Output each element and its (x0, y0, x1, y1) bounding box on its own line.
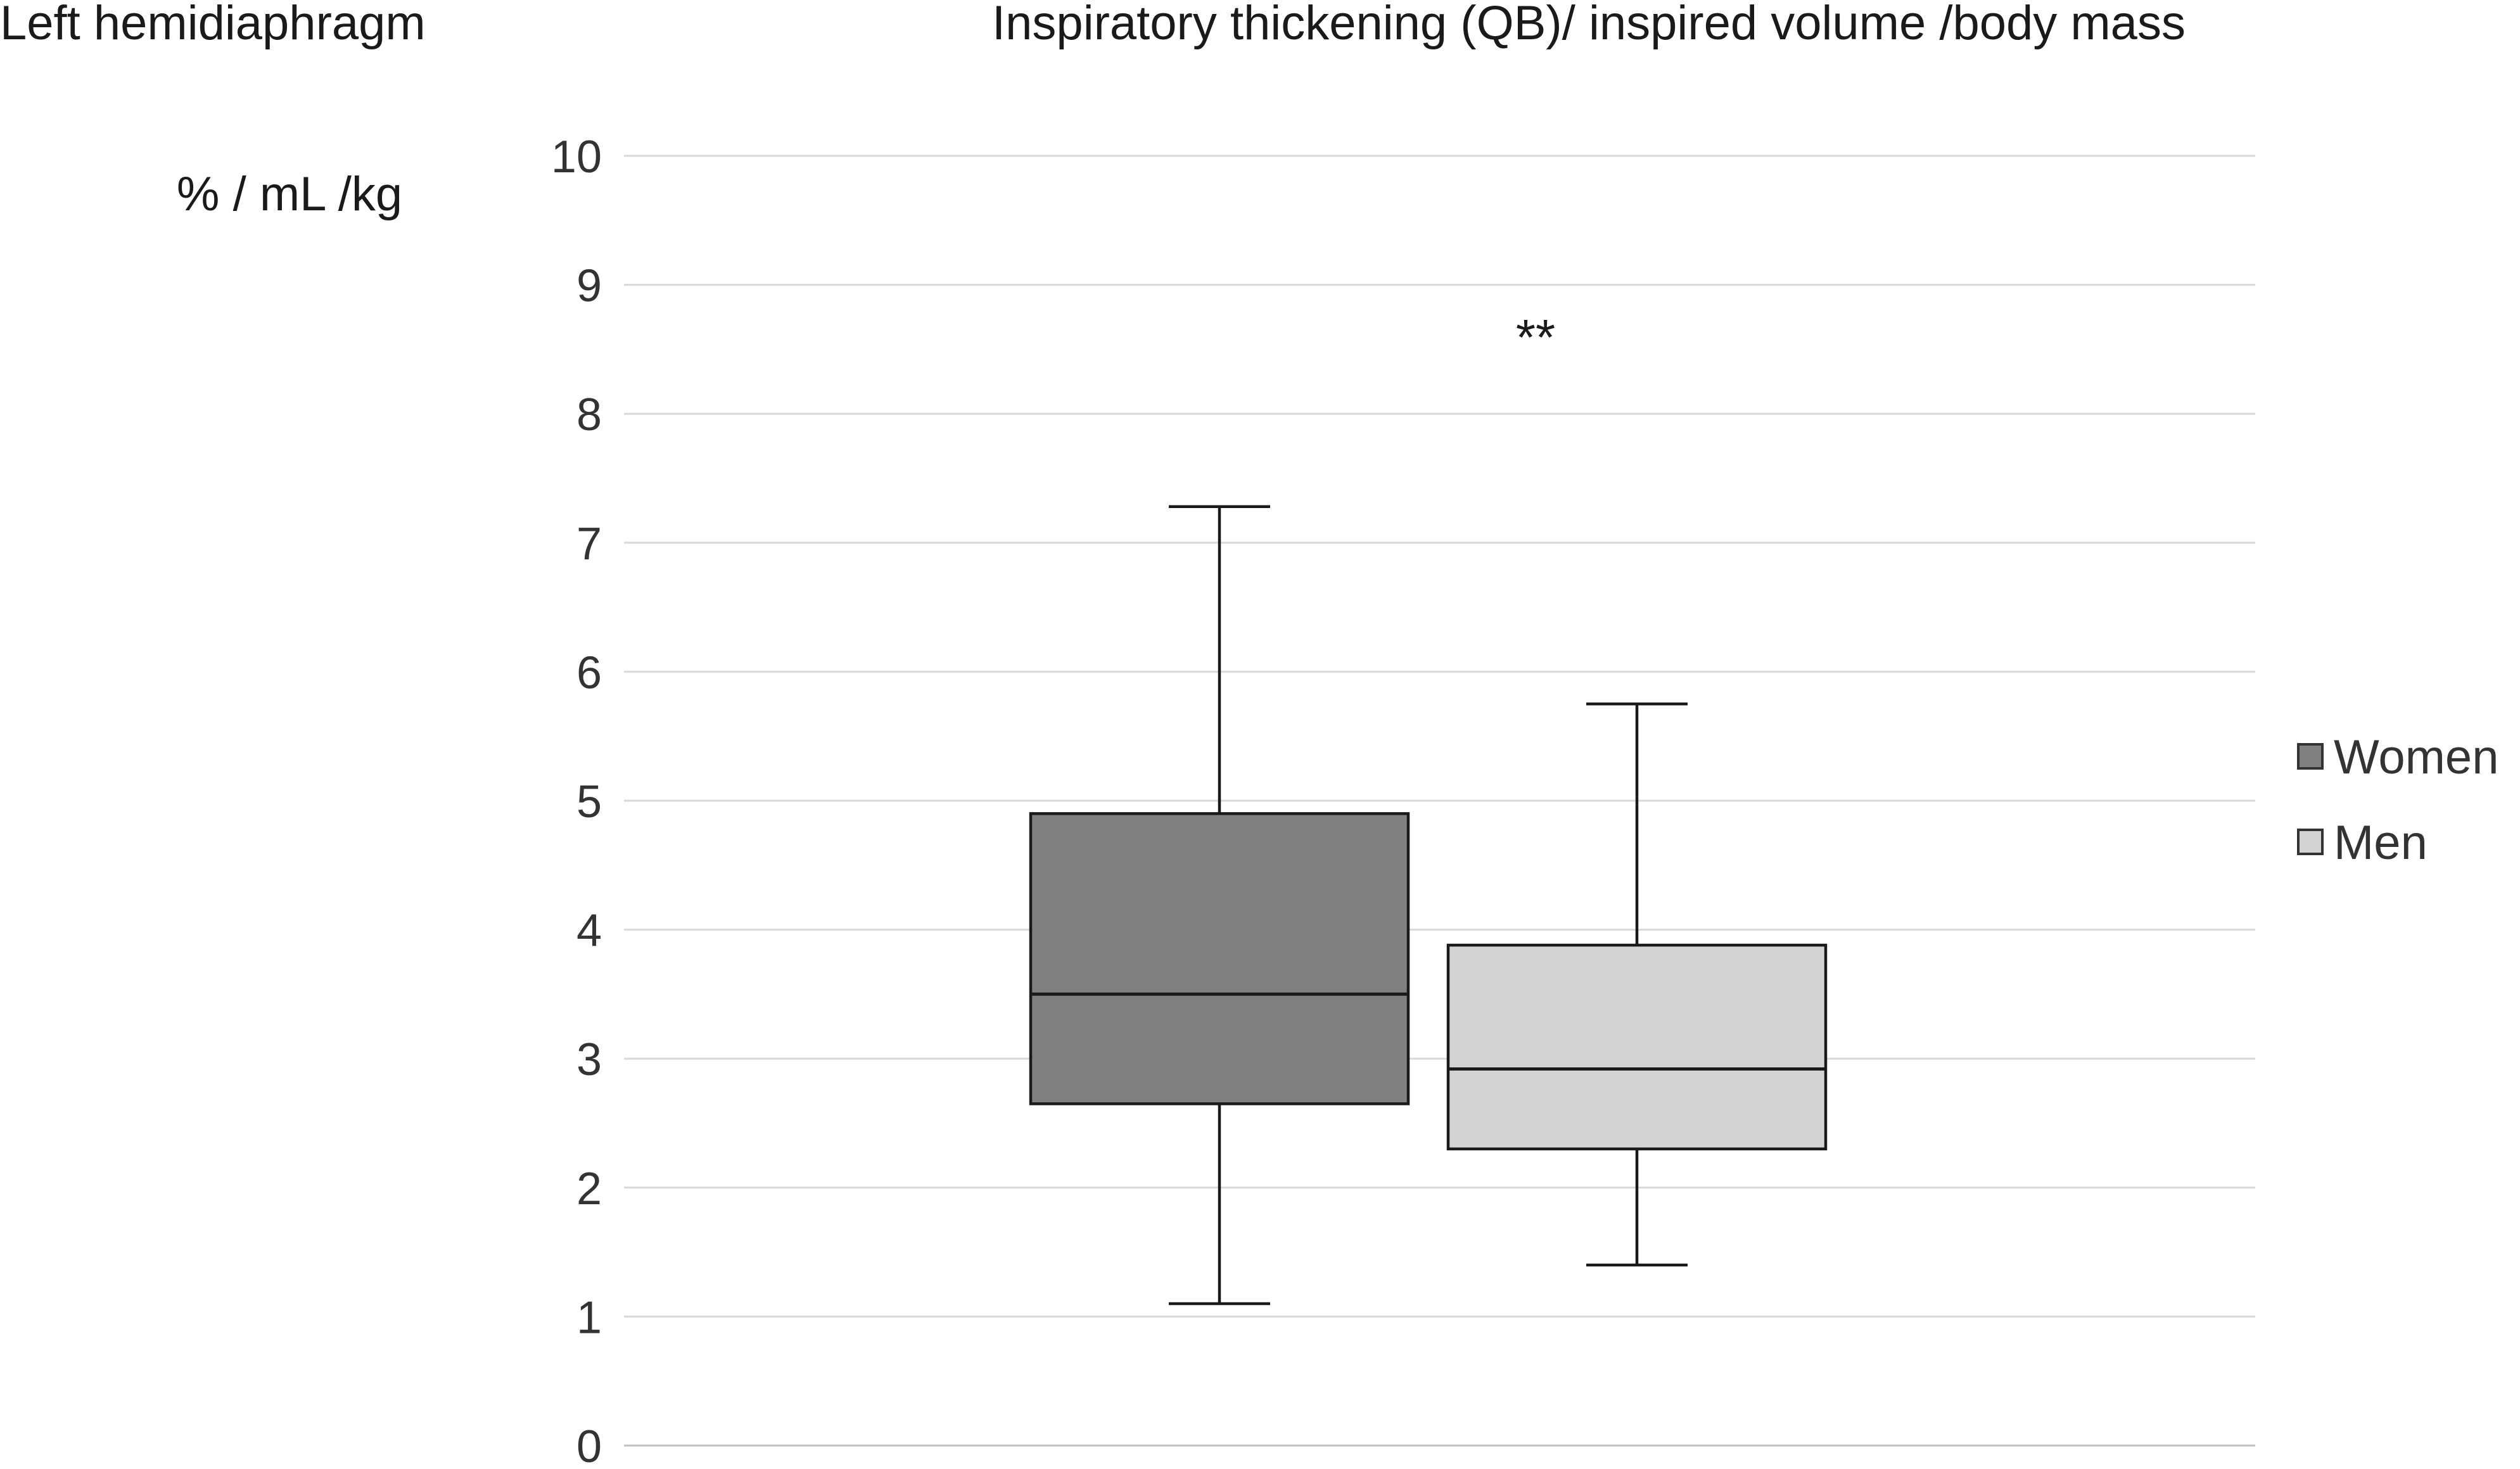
y-tick-label-8: 8 (576, 390, 602, 440)
legend-label-men: Men (2334, 816, 2428, 870)
y-tick-labels: 0 1 2 3 4 5 6 7 8 9 10 (551, 132, 602, 1469)
y-tick-label-4: 4 (576, 906, 602, 957)
panel-label: Left hemidiaphragm (0, 0, 426, 50)
y-tick-label-10: 10 (551, 132, 602, 182)
y-tick-label-5: 5 (576, 777, 602, 827)
box-iqr (1029, 812, 1410, 1105)
y-tick-label-0: 0 (576, 1421, 602, 1469)
y-tick-label-9: 9 (576, 261, 602, 312)
y-axis-label: % / mL /kg (177, 167, 402, 221)
y-tick-label-1: 1 (576, 1292, 602, 1343)
legend-swatch-women (2297, 743, 2324, 770)
y-tick-label-6: 6 (576, 647, 602, 698)
y-tick-label-3: 3 (576, 1034, 602, 1085)
gridlines (624, 155, 2255, 1447)
legend: Women Men (2297, 730, 2498, 870)
chart-title: Inspiratory thickening (QB)/ inspired vo… (992, 0, 2186, 50)
legend-swatch-men (2297, 829, 2324, 855)
box-men (1446, 703, 1828, 1267)
legend-label-women: Women (2334, 730, 2498, 784)
box-women (1029, 505, 1410, 1306)
box-series (1029, 505, 1828, 1306)
significance-annotation: ** (1516, 309, 1555, 366)
y-tick-label-7: 7 (576, 519, 602, 569)
y-tick-label-2: 2 (576, 1164, 602, 1214)
box-iqr (1446, 943, 1828, 1150)
